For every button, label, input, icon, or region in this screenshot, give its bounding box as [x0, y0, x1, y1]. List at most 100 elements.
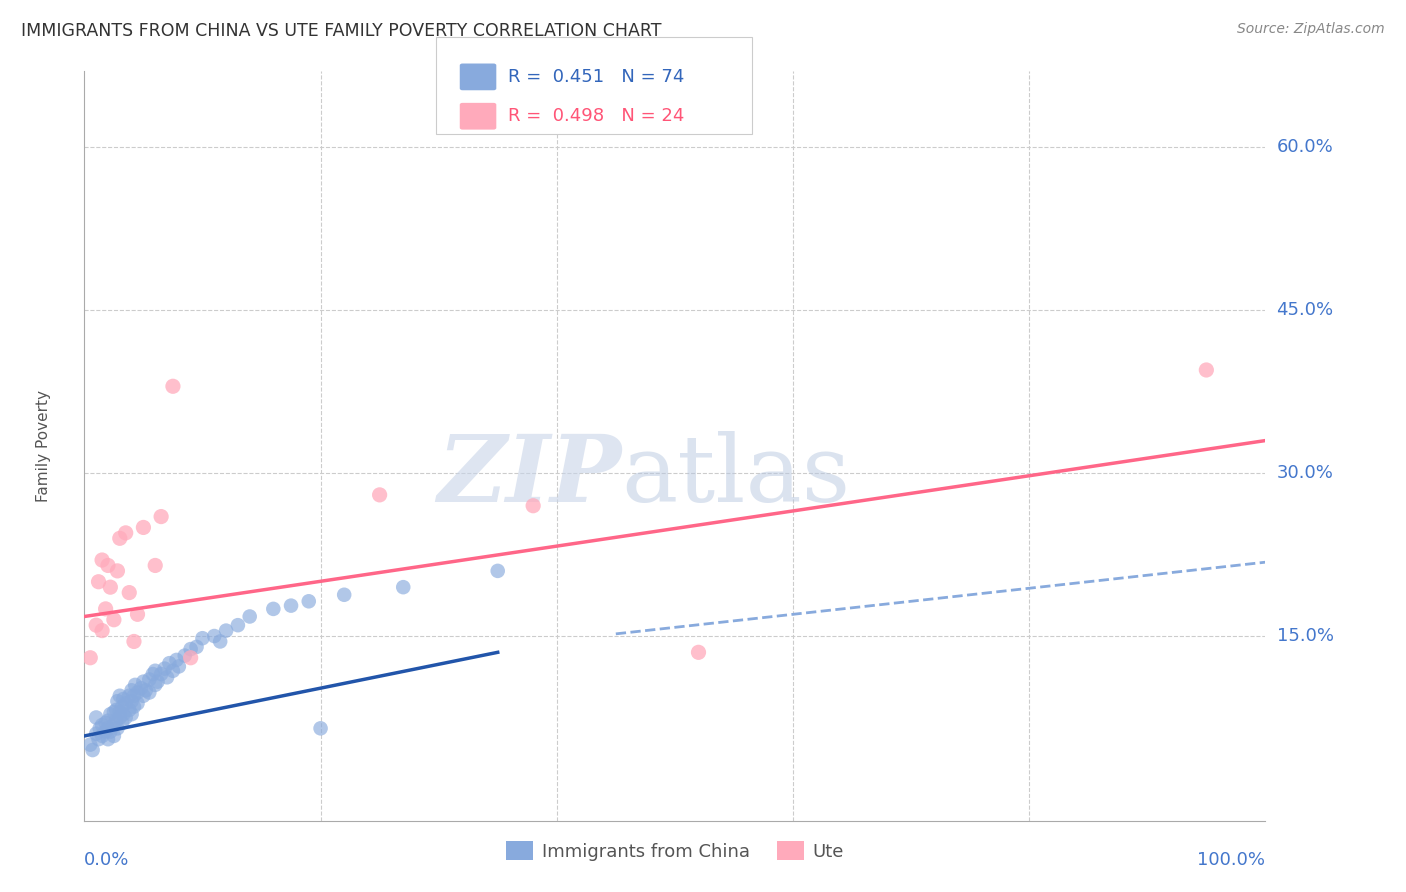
Point	[122, 689, 145, 703]
Point	[143, 664, 166, 678]
Point	[118, 585, 141, 599]
Point	[298, 594, 321, 608]
Point	[121, 694, 143, 708]
Point	[105, 703, 128, 717]
Point	[262, 602, 284, 616]
Point	[79, 738, 101, 752]
Point	[226, 618, 249, 632]
Text: 45.0%: 45.0%	[1277, 301, 1334, 319]
Point	[112, 692, 135, 706]
Point	[138, 685, 160, 699]
Point	[127, 685, 149, 699]
Point	[191, 631, 214, 645]
Point	[156, 670, 179, 684]
Text: IMMIGRANTS FROM CHINA VS UTE FAMILY POVERTY CORRELATION CHART: IMMIGRANTS FROM CHINA VS UTE FAMILY POVE…	[21, 22, 662, 40]
Point	[522, 499, 544, 513]
Point	[108, 710, 131, 724]
Point	[87, 574, 110, 589]
Point	[143, 678, 166, 692]
Point	[84, 710, 107, 724]
Point	[91, 718, 114, 732]
Point	[127, 607, 149, 622]
Point	[122, 699, 145, 714]
Point	[97, 558, 120, 573]
Text: 0.0%: 0.0%	[84, 851, 129, 869]
Point	[118, 689, 141, 703]
Point	[91, 624, 114, 638]
Point	[162, 664, 184, 678]
Point	[103, 729, 125, 743]
Point	[173, 648, 195, 663]
Point	[132, 674, 155, 689]
Point	[107, 564, 129, 578]
Point	[121, 683, 143, 698]
Point	[127, 697, 149, 711]
Point	[142, 667, 165, 681]
Point	[89, 722, 111, 736]
Text: R =  0.498   N = 24: R = 0.498 N = 24	[508, 107, 683, 125]
Point	[122, 634, 145, 648]
Point	[114, 710, 136, 724]
Point	[97, 722, 120, 736]
Point	[121, 707, 143, 722]
Point	[98, 580, 121, 594]
Point	[688, 645, 710, 659]
Text: 30.0%: 30.0%	[1277, 464, 1333, 483]
Point	[108, 689, 131, 703]
Point	[150, 509, 173, 524]
Point	[368, 488, 391, 502]
Text: Family Poverty: Family Poverty	[35, 390, 51, 502]
Point	[135, 683, 157, 698]
Point	[143, 558, 166, 573]
Point	[105, 714, 128, 728]
Text: 60.0%: 60.0%	[1277, 138, 1333, 156]
Point	[107, 722, 129, 736]
Point	[1195, 363, 1218, 377]
Point	[309, 722, 332, 736]
Point	[124, 678, 146, 692]
Point	[87, 732, 110, 747]
Point	[103, 718, 125, 732]
Point	[103, 705, 125, 719]
Point	[167, 659, 190, 673]
Point	[82, 743, 104, 757]
Point	[118, 703, 141, 717]
Point	[97, 732, 120, 747]
Point	[108, 705, 131, 719]
Point	[94, 715, 117, 730]
Point	[280, 599, 302, 613]
Point	[111, 715, 134, 730]
Legend: Immigrants from China, Ute: Immigrants from China, Ute	[498, 834, 852, 868]
Point	[150, 667, 173, 681]
Point	[180, 642, 202, 657]
Point	[129, 681, 152, 695]
Point	[91, 729, 114, 743]
Point	[112, 707, 135, 722]
Point	[84, 727, 107, 741]
Point	[180, 650, 202, 665]
Point	[132, 689, 155, 703]
Point	[202, 629, 225, 643]
Point	[138, 673, 160, 687]
Point	[98, 707, 121, 722]
Text: R =  0.451   N = 74: R = 0.451 N = 74	[508, 68, 683, 86]
Point	[392, 580, 415, 594]
Text: atlas: atlas	[621, 431, 851, 521]
Point	[79, 650, 101, 665]
Point	[108, 531, 131, 545]
Point	[111, 699, 134, 714]
Point	[114, 525, 136, 540]
Text: ZIP: ZIP	[437, 431, 621, 521]
Point	[84, 618, 107, 632]
Point	[333, 588, 356, 602]
Point	[486, 564, 509, 578]
Point	[186, 640, 208, 654]
Point	[162, 379, 184, 393]
Point	[98, 724, 121, 739]
Point	[157, 656, 180, 670]
Point	[209, 634, 232, 648]
Point	[97, 714, 120, 728]
Point	[103, 613, 125, 627]
Point	[146, 674, 169, 689]
Point	[239, 609, 262, 624]
